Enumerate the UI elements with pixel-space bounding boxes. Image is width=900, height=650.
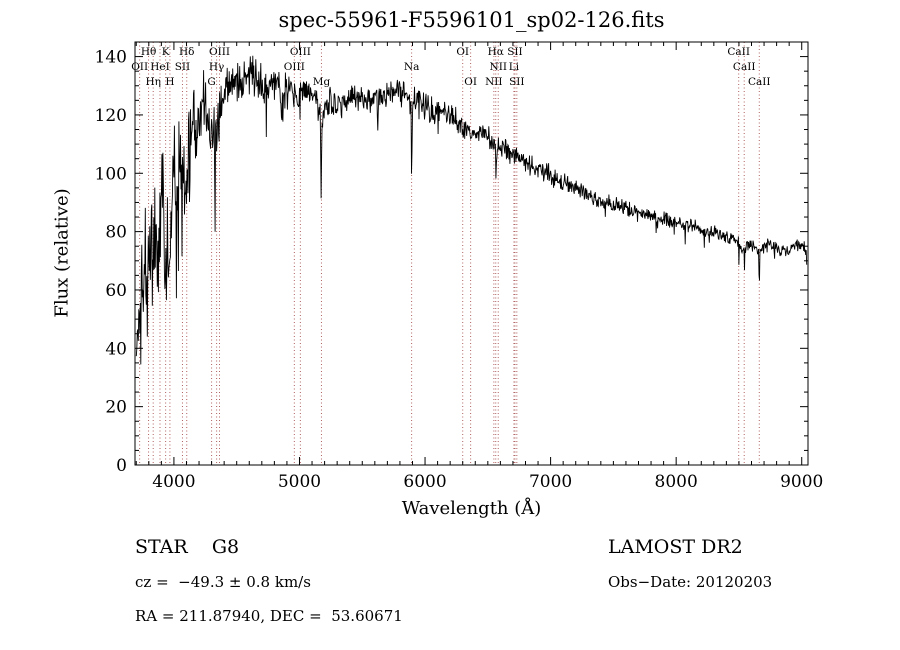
line-marker-label: OII bbox=[131, 61, 148, 73]
survey-label: LAMOST DR2 bbox=[608, 536, 743, 558]
line-marker-label: SII bbox=[175, 61, 191, 73]
plot-title: spec-55961-F5596101_sp02-126.fits bbox=[278, 8, 665, 32]
y-tick-label: 60 bbox=[105, 281, 127, 301]
y-tick-label: 0 bbox=[116, 456, 127, 476]
line-marker-label: Hδ bbox=[179, 46, 194, 58]
line-marker-label: NII bbox=[490, 61, 507, 73]
spectrum-line bbox=[135, 55, 808, 365]
plot-frame bbox=[134, 41, 809, 466]
x-tick-label: 4000 bbox=[152, 472, 195, 492]
line-marker-label: OIII bbox=[209, 46, 230, 58]
line-marker-label: Hη bbox=[145, 76, 160, 88]
y-tick-label: 20 bbox=[105, 398, 127, 418]
line-marker-label: OI bbox=[456, 46, 469, 58]
x-tick-label: 7000 bbox=[529, 472, 572, 492]
line-marker-label: Na bbox=[404, 61, 419, 73]
x-tick-label: 6000 bbox=[403, 472, 446, 492]
line-marker-label: Hα bbox=[488, 46, 504, 58]
line-marker-label: Mg bbox=[313, 76, 331, 88]
y-tick-label: 40 bbox=[105, 339, 127, 359]
line-marker-label: OIII bbox=[284, 61, 305, 73]
line-marker-label: OI bbox=[464, 76, 477, 88]
cz-value: cz = −49.3 ± 0.8 km/s bbox=[135, 573, 311, 591]
object-class-label: STAR G8 bbox=[135, 536, 240, 558]
x-tick-label: 9000 bbox=[780, 472, 823, 492]
y-tick-label: 80 bbox=[105, 223, 127, 243]
line-marker-label: NII bbox=[485, 76, 502, 88]
line-marker-label: SII bbox=[507, 46, 523, 58]
line-marker-label: CaII bbox=[727, 46, 750, 58]
obs-date: Obs−Date: 20120203 bbox=[608, 573, 773, 591]
x-axis-label: Wavelength (Å) bbox=[401, 498, 542, 519]
line-marker-label: Li bbox=[509, 61, 520, 73]
line-marker-label: CaII bbox=[733, 61, 756, 73]
line-marker-label: OIII bbox=[290, 46, 311, 58]
line-marker-label: H bbox=[165, 76, 174, 88]
line-marker-label: SII bbox=[509, 76, 525, 88]
coordinates: RA = 211.87940, DEC = 53.60671 bbox=[135, 607, 403, 625]
line-marker-label: Hγ bbox=[209, 61, 224, 73]
y-tick-label: 140 bbox=[95, 48, 127, 68]
x-tick-label: 8000 bbox=[655, 472, 698, 492]
line-marker-label: CaII bbox=[748, 76, 771, 88]
x-tick-label: 5000 bbox=[278, 472, 321, 492]
line-marker-label: K bbox=[162, 46, 170, 58]
line-marker-label: G bbox=[207, 76, 215, 88]
y-tick-label: 120 bbox=[95, 106, 127, 126]
line-marker-label: HeI bbox=[150, 61, 170, 73]
y-tick-label: 100 bbox=[95, 164, 127, 184]
line-marker-label: Hθ bbox=[141, 46, 156, 58]
